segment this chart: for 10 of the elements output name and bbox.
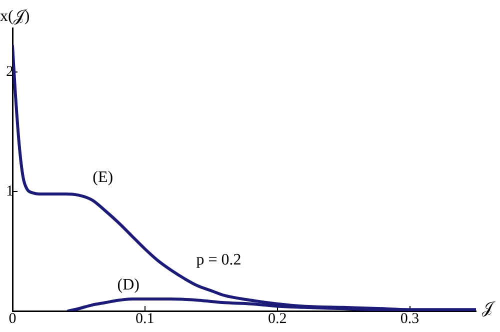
x-tick-label: 0 <box>8 310 16 327</box>
x-tick-label: 0.3 <box>400 310 420 327</box>
annotation: (D) <box>117 276 140 294</box>
y-axis-title: x(𝒥) <box>0 8 30 26</box>
annotation: (E) <box>92 169 114 186</box>
y-tick-label: 1 <box>6 184 14 200</box>
x-axis-title: 𝒥 <box>482 300 496 318</box>
x-tick-label: 0.1 <box>136 310 154 327</box>
x-tick-label: 0.2 <box>268 310 287 327</box>
annotation: p = 0.2 <box>196 251 242 268</box>
